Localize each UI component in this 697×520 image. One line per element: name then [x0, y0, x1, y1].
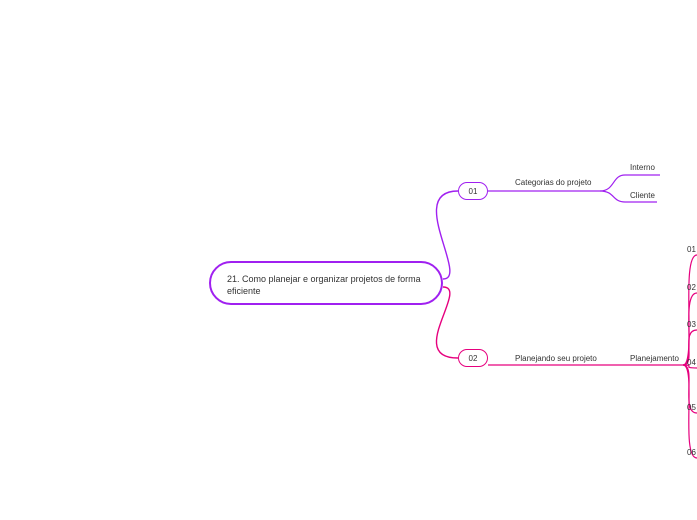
branch-02-child-01[interactable]: 01	[687, 245, 696, 254]
branch-01-child-interno-text: Interno	[630, 163, 655, 172]
branch-02-label-text: Planejando seu projeto	[515, 354, 597, 363]
branch-02-pill[interactable]: 02	[458, 349, 488, 367]
branch-02-child-01-text: 01	[687, 245, 696, 254]
branch-02-child-04-text: 04	[687, 358, 696, 367]
root-node-text: 21. Como planejar e organizar projetos d…	[227, 274, 421, 296]
branch-02-child-02-text: 02	[687, 283, 696, 292]
branch-02-child-02[interactable]: 02	[687, 283, 696, 292]
branch-01-pill[interactable]: 01	[458, 182, 488, 200]
branch-01-child-cliente[interactable]: Cliente	[630, 191, 655, 200]
branch-02-sub-label[interactable]: Planejamento	[630, 354, 679, 363]
branch-02-child-03[interactable]: 03	[687, 320, 696, 329]
branch-01-label-text: Categorias do projeto	[515, 178, 592, 187]
branch-02-sub-label-text: Planejamento	[630, 354, 679, 363]
branch-02-child-05-text: 05	[687, 403, 696, 412]
branch-01-pill-text: 01	[469, 187, 478, 196]
branch-02-child-06-text: 06	[687, 448, 696, 457]
branch-02-label[interactable]: Planejando seu projeto	[515, 354, 597, 363]
branch-01-child-cliente-text: Cliente	[630, 191, 655, 200]
branch-02-pill-text: 02	[469, 354, 478, 363]
branch-02-child-04[interactable]: 04	[687, 358, 696, 367]
root-node[interactable]: 21. Como planejar e organizar projetos d…	[209, 261, 443, 305]
branch-01-label[interactable]: Categorias do projeto	[515, 178, 592, 187]
branch-01-child-interno[interactable]: Interno	[630, 163, 655, 172]
branch-02-child-06[interactable]: 06	[687, 448, 696, 457]
branch-02-child-05[interactable]: 05	[687, 403, 696, 412]
branch-02-child-03-text: 03	[687, 320, 696, 329]
